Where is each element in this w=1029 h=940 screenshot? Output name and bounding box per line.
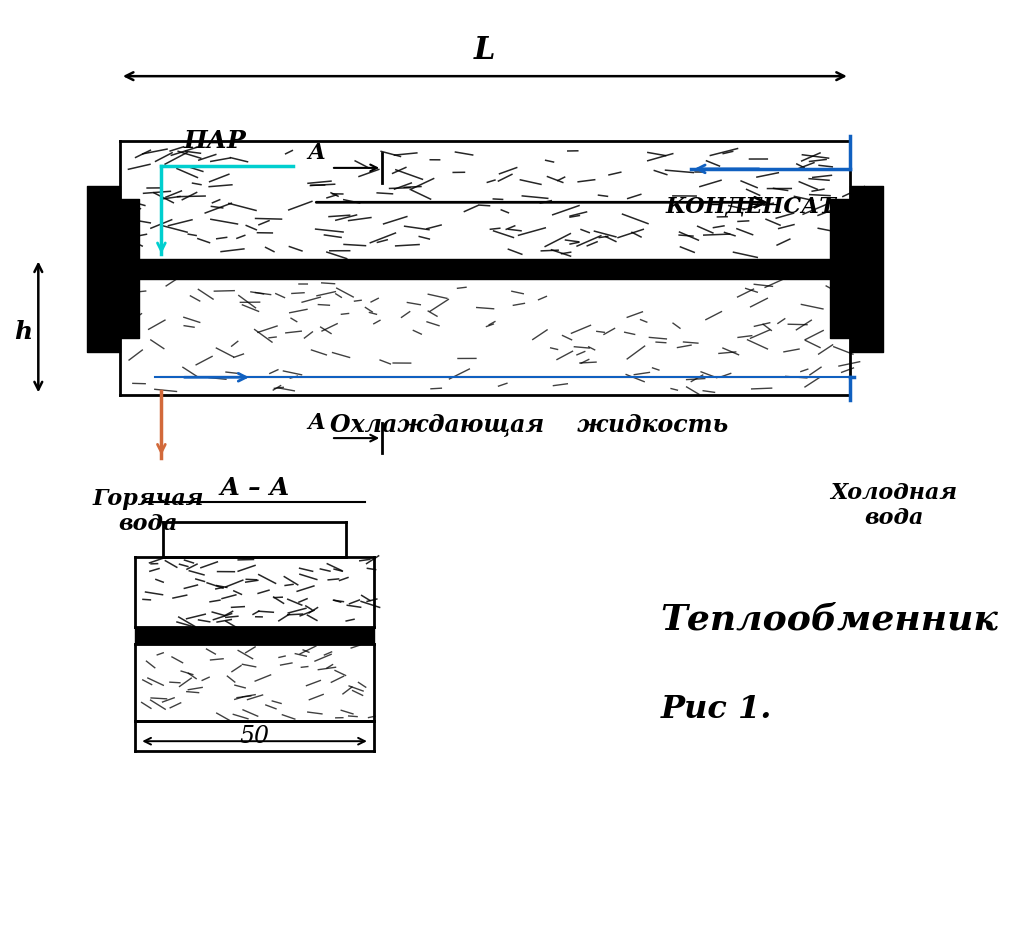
Text: ПАР: ПАР <box>183 129 246 153</box>
Text: Охлаждающая    жидкость: Охлаждающая жидкость <box>329 412 728 436</box>
Text: А – А: А – А <box>219 476 290 500</box>
Text: 50: 50 <box>240 725 270 747</box>
Text: КОНДЕНСАТ: КОНДЕНСАТ <box>666 196 837 218</box>
Text: А: А <box>308 412 326 434</box>
Text: Холодная
вода: Холодная вода <box>830 482 957 529</box>
Text: А: А <box>308 142 326 164</box>
Text: Теплообменник: Теплообменник <box>661 603 998 636</box>
Text: Рис 1.: Рис 1. <box>661 694 772 725</box>
Text: Горячая
вода: Горячая вода <box>93 488 204 536</box>
Text: L: L <box>474 35 496 66</box>
Text: h: h <box>14 320 32 344</box>
